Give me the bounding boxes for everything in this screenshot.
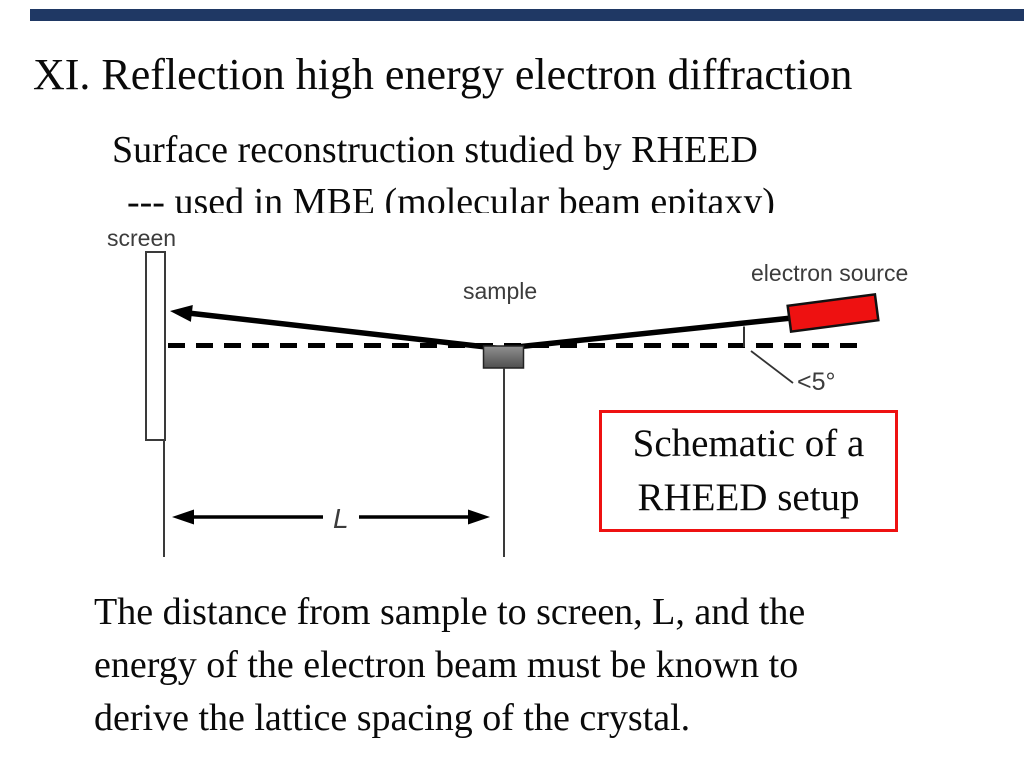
body-line-1: The distance from sample to screen, L, a…: [94, 591, 806, 633]
angle-pointer-line: [750, 350, 794, 384]
electron-source-box: [786, 292, 880, 334]
subtitle-line-1: Surface reconstruction studied by RHEED: [112, 129, 758, 171]
sample-box: [482, 345, 525, 369]
distance-arrow-right-head: [468, 509, 490, 525]
slide-subtitle: Surface reconstruction studied by RHEED …: [0, 118, 1024, 213]
body-line-3: derive the lattice spacing of the crysta…: [94, 697, 691, 739]
electron-source-label: electron source: [751, 260, 908, 286]
top-accent-bar: [30, 9, 1024, 21]
incident-beam-line: [496, 313, 807, 352]
distance-arrow-left-head: [172, 509, 194, 525]
caption-box: Schematic of a RHEED setup: [599, 410, 898, 532]
reflected-beam-arrowhead: [170, 305, 193, 322]
screen-rect: [145, 251, 166, 441]
caption-line-2: RHEED setup: [637, 476, 860, 519]
slide-title: XI. Reflection high energy electron diff…: [33, 50, 853, 99]
distance-label: L: [333, 503, 349, 534]
screen-label: screen: [107, 225, 176, 251]
body-paragraph: The distance from sample to screen, L, a…: [94, 586, 994, 745]
body-line-2: energy of the electron beam must be know…: [94, 644, 799, 686]
grazing-angle-label: <5°: [797, 368, 836, 396]
reflected-beam-line: [187, 310, 509, 353]
sample-label: sample: [463, 278, 537, 304]
subtitle-line-2: --- used in MBE (molecular beam epitaxy): [127, 181, 775, 213]
caption-line-1: Schematic of a: [632, 422, 865, 465]
